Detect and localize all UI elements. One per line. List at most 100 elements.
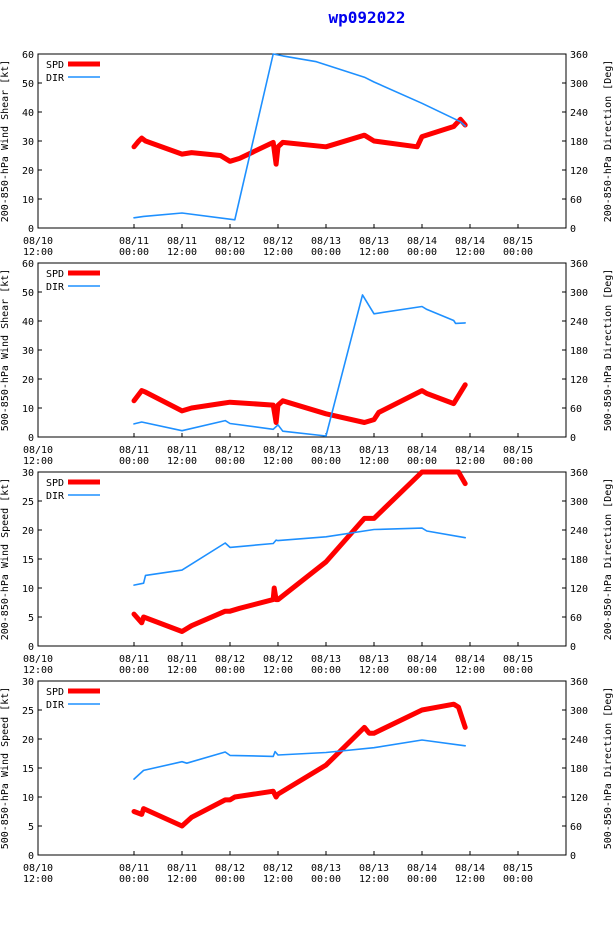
- x-tick-date: 08/12: [215, 236, 245, 247]
- x-tick-date: 08/14: [455, 445, 485, 456]
- x-tick-time: 12:00: [455, 247, 485, 258]
- x-tick-time: 00:00: [503, 874, 533, 885]
- x-tick-date: 08/13: [359, 654, 389, 665]
- spd-series-line: [131, 701, 468, 829]
- x-tick-date: 08/15: [503, 863, 533, 874]
- y-tick-label: 30: [22, 468, 34, 479]
- y2-tick-label: 180: [570, 346, 588, 357]
- x-tick-date: 08/11: [119, 654, 149, 665]
- y2-tick-label: 0: [570, 851, 576, 862]
- x-tick-date: 08/13: [359, 863, 389, 874]
- x-tick-date: 08/14: [407, 445, 437, 456]
- y2-tick-label: 300: [570, 497, 588, 508]
- y2-tick-label: 240: [570, 526, 588, 537]
- y2-tick-label: 180: [570, 137, 588, 148]
- x-tick-time: 12:00: [359, 456, 389, 467]
- y2-axis-title: 200-850-hPa Direction [Deg]: [603, 60, 614, 223]
- y2-tick-label: 360: [570, 468, 588, 479]
- x-tick-date: 08/10: [23, 863, 53, 874]
- y-tick-label: 0: [28, 851, 34, 862]
- panel-1: 010203040506006012018024030036008/1012:0…: [0, 50, 614, 258]
- x-tick-time: 00:00: [503, 456, 533, 467]
- x-tick-time: 00:00: [215, 874, 245, 885]
- x-tick-date: 08/11: [119, 236, 149, 247]
- x-tick-time: 00:00: [119, 456, 149, 467]
- y2-tick-label: 60: [570, 613, 582, 624]
- x-tick-date: 08/10: [23, 236, 53, 247]
- x-tick-time: 12:00: [455, 665, 485, 676]
- x-tick-date: 08/13: [311, 863, 341, 874]
- legend-label-spd: SPD: [46, 269, 64, 280]
- x-tick-date: 08/11: [119, 445, 149, 456]
- legend-label-dir: DIR: [46, 700, 65, 711]
- x-tick-date: 08/12: [263, 863, 293, 874]
- y2-tick-label: 120: [570, 166, 588, 177]
- x-tick-date: 08/12: [263, 445, 293, 456]
- x-tick-time: 00:00: [311, 456, 341, 467]
- y2-tick-label: 120: [570, 584, 588, 595]
- x-tick-time: 00:00: [503, 247, 533, 258]
- y-tick-label: 50: [22, 288, 34, 299]
- y-tick-label: 10: [22, 793, 34, 804]
- y2-tick-label: 240: [570, 108, 588, 119]
- x-tick-time: 12:00: [167, 456, 197, 467]
- plot-frame: [37, 471, 567, 647]
- plot-frame: [37, 262, 567, 438]
- x-tick-date: 08/14: [455, 236, 485, 247]
- y2-tick-label: 300: [570, 288, 588, 299]
- y-tick-label: 20: [22, 166, 34, 177]
- x-tick-date: 08/14: [407, 863, 437, 874]
- x-tick-time: 00:00: [215, 456, 245, 467]
- figure-title: wp092022: [328, 8, 406, 27]
- x-tick-time: 12:00: [23, 247, 53, 258]
- x-tick-time: 00:00: [311, 874, 341, 885]
- y-axis-title: 200-850-hPa Wind Speed [kt]: [0, 478, 11, 641]
- y-tick-label: 60: [22, 259, 34, 270]
- x-tick-date: 08/13: [311, 445, 341, 456]
- panel-3: 05101520253006012018024030036008/1012:00…: [0, 468, 614, 676]
- y-tick-label: 10: [22, 195, 34, 206]
- y-tick-label: 10: [22, 404, 34, 415]
- x-tick-date: 08/14: [455, 654, 485, 665]
- y-tick-label: 20: [22, 735, 34, 746]
- dir-series-line: [133, 739, 467, 780]
- y2-tick-label: 0: [570, 224, 576, 235]
- x-tick-time: 00:00: [407, 874, 437, 885]
- x-tick-time: 00:00: [119, 247, 149, 258]
- y2-tick-label: 300: [570, 706, 588, 717]
- y2-axis-title: 200-850-hPa Direction [Deg]: [603, 478, 614, 641]
- x-tick-date: 08/13: [311, 654, 341, 665]
- x-tick-date: 08/11: [167, 863, 197, 874]
- x-tick-time: 00:00: [407, 665, 437, 676]
- panel-2: 010203040506006012018024030036008/1012:0…: [0, 259, 614, 467]
- x-tick-time: 12:00: [359, 874, 389, 885]
- x-tick-time: 12:00: [167, 665, 197, 676]
- y-tick-label: 25: [22, 497, 34, 508]
- y2-tick-label: 360: [570, 259, 588, 270]
- y-tick-label: 10: [22, 584, 34, 595]
- y-tick-label: 0: [28, 433, 34, 444]
- y2-tick-label: 0: [570, 642, 576, 653]
- legend-label-dir: DIR: [46, 73, 65, 84]
- y2-tick-label: 360: [570, 50, 588, 61]
- x-tick-date: 08/12: [263, 654, 293, 665]
- y-tick-label: 15: [22, 764, 34, 775]
- x-tick-date: 08/12: [215, 445, 245, 456]
- y-tick-label: 0: [28, 224, 34, 235]
- x-tick-time: 00:00: [215, 247, 245, 258]
- legend-label-spd: SPD: [46, 687, 64, 698]
- y-tick-label: 5: [28, 613, 34, 624]
- plot-frame: [37, 53, 567, 229]
- y2-tick-label: 120: [570, 375, 588, 386]
- y2-axis-title: 500-850-hPa Direction [Deg]: [603, 687, 614, 850]
- x-tick-time: 00:00: [311, 247, 341, 258]
- y-tick-label: 5: [28, 822, 34, 833]
- y-tick-label: 15: [22, 555, 34, 566]
- x-tick-date: 08/10: [23, 654, 53, 665]
- dir-series-line: [133, 53, 467, 221]
- x-tick-date: 08/15: [503, 445, 533, 456]
- x-tick-time: 00:00: [407, 456, 437, 467]
- y-tick-label: 50: [22, 79, 34, 90]
- x-tick-time: 12:00: [263, 247, 293, 258]
- x-tick-date: 08/14: [407, 236, 437, 247]
